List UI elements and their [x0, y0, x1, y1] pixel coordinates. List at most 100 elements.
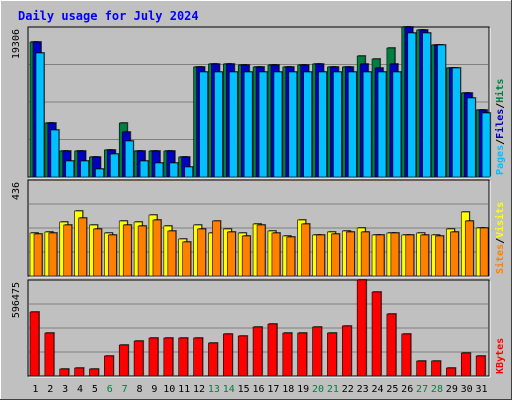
bar-pages-14 — [229, 71, 238, 178]
x-tick-label-25: 25 — [386, 384, 398, 395]
bar-sites-20 — [316, 234, 325, 277]
x-tick-label-26: 26 — [401, 384, 413, 395]
bar-pages-17 — [273, 71, 283, 178]
bar-kbytes-24 — [371, 291, 382, 377]
bar-sites-16 — [256, 224, 266, 277]
bar-pages-7 — [124, 140, 134, 178]
bar-sites-29 — [450, 231, 459, 277]
bar-pages-30 — [466, 97, 476, 178]
x-tick-label-30: 30 — [461, 384, 473, 395]
x-tick-label-23: 23 — [357, 384, 369, 395]
legend-pages: Pages — [495, 145, 506, 175]
bar-kbytes-15 — [237, 335, 248, 377]
bar-pages-31 — [481, 112, 491, 178]
x-tick-label-9: 9 — [151, 384, 157, 395]
bar-kbytes-7 — [118, 344, 129, 377]
bar-kbytes-5 — [89, 368, 99, 377]
legend-kbytes: KBytes — [495, 338, 506, 374]
bar-sites-27 — [420, 234, 429, 277]
x-tick-label-8: 8 — [137, 384, 143, 395]
bar-sites-17 — [271, 232, 281, 277]
bar-sites-3 — [63, 224, 73, 277]
bar-kbytes-12 — [193, 337, 203, 377]
bar-pages-29 — [452, 67, 461, 178]
bar-kbytes-13 — [208, 342, 218, 377]
legend-visits: Visits — [494, 202, 506, 238]
legend: Sites/Visits — [494, 202, 506, 274]
bar-kbytes-29 — [446, 367, 456, 377]
bar-sites-28 — [435, 235, 444, 277]
legend: Pages/Files/Hits — [494, 79, 506, 175]
bar-sites-6 — [108, 234, 117, 277]
bar-kbytes-28 — [431, 360, 441, 377]
bar-kbytes-26 — [401, 333, 412, 377]
bar-sites-7 — [122, 224, 132, 277]
bar-sites-10 — [167, 230, 177, 277]
bar-sites-18 — [286, 236, 296, 277]
bar-sites-25 — [390, 232, 400, 277]
legend-separator: / — [495, 103, 506, 109]
bar-kbytes-16 — [252, 326, 263, 377]
bar-pages-20 — [318, 71, 327, 178]
legend-separator: / — [495, 139, 506, 145]
x-tick-label-2: 2 — [47, 384, 53, 395]
bar-kbytes-14 — [223, 333, 233, 377]
panel-visits-sites: 436 Sites/Visits — [11, 179, 506, 278]
bar-pages-25 — [392, 71, 402, 178]
bar-sites-24 — [375, 234, 385, 277]
bar-kbytes-8 — [133, 340, 144, 377]
bar-pages-26 — [407, 32, 417, 178]
bar-sites-22 — [345, 231, 355, 277]
x-tick-label-3: 3 — [62, 384, 68, 395]
bar-kbytes-2 — [44, 332, 55, 377]
bar-pages-15 — [243, 71, 253, 178]
x-tick-label-1: 1 — [32, 384, 38, 395]
x-tick-label-22: 22 — [342, 384, 354, 395]
bar-pages-12 — [199, 71, 208, 178]
bar-pages-27 — [422, 32, 431, 178]
bar-kbytes-21 — [327, 332, 337, 377]
bar-pages-3 — [65, 160, 75, 178]
x-tick-label-14: 14 — [223, 384, 235, 395]
panel-kbytes: 596475 KBytes — [11, 279, 506, 378]
x-tick-label-19: 19 — [297, 384, 309, 395]
x-tick-label-10: 10 — [163, 384, 175, 395]
bar-kbytes-27 — [416, 360, 426, 377]
legend-sites: Sites — [494, 244, 506, 274]
bar-kbytes-18 — [282, 332, 293, 377]
x-tick-label-28: 28 — [431, 384, 443, 395]
bar-sites-19 — [301, 223, 310, 277]
x-tick-label-12: 12 — [193, 384, 205, 395]
bar-sites-30 — [464, 220, 474, 277]
bar-sites-26 — [405, 234, 415, 277]
bar-kbytes-6 — [104, 355, 114, 377]
bar-pages-19 — [303, 71, 312, 178]
x-tick-label-17: 17 — [267, 384, 279, 395]
bar-sites-5 — [93, 228, 102, 277]
bar-kbytes-11 — [178, 337, 189, 377]
bar-sites-2 — [48, 232, 58, 277]
x-tick-label-18: 18 — [282, 384, 294, 395]
x-tick-label-6: 6 — [107, 384, 113, 395]
bar-pages-13 — [214, 71, 223, 178]
bar-pages-21 — [333, 71, 342, 178]
bar-pages-28 — [437, 44, 446, 178]
bar-kbytes-31 — [475, 355, 486, 377]
y-max-label: 436 — [11, 182, 22, 200]
bar-kbytes-19 — [297, 332, 307, 377]
x-tick-label-20: 20 — [312, 384, 324, 395]
bar-sites-15 — [241, 235, 251, 277]
x-tick-label-16: 16 — [252, 384, 264, 395]
bar-kbytes-4 — [74, 367, 84, 377]
legend-hits: Hits — [494, 79, 506, 103]
y-max-label: 596475 — [11, 282, 22, 318]
x-tick-label-15: 15 — [238, 384, 250, 395]
bar-pages-2 — [50, 129, 60, 178]
bar-kbytes-25 — [386, 313, 397, 377]
bar-pages-23 — [362, 71, 372, 178]
x-tick-label-7: 7 — [122, 384, 128, 395]
bar-sites-11 — [182, 241, 192, 277]
bar-pages-9 — [154, 162, 164, 178]
bar-kbytes-9 — [148, 337, 159, 377]
